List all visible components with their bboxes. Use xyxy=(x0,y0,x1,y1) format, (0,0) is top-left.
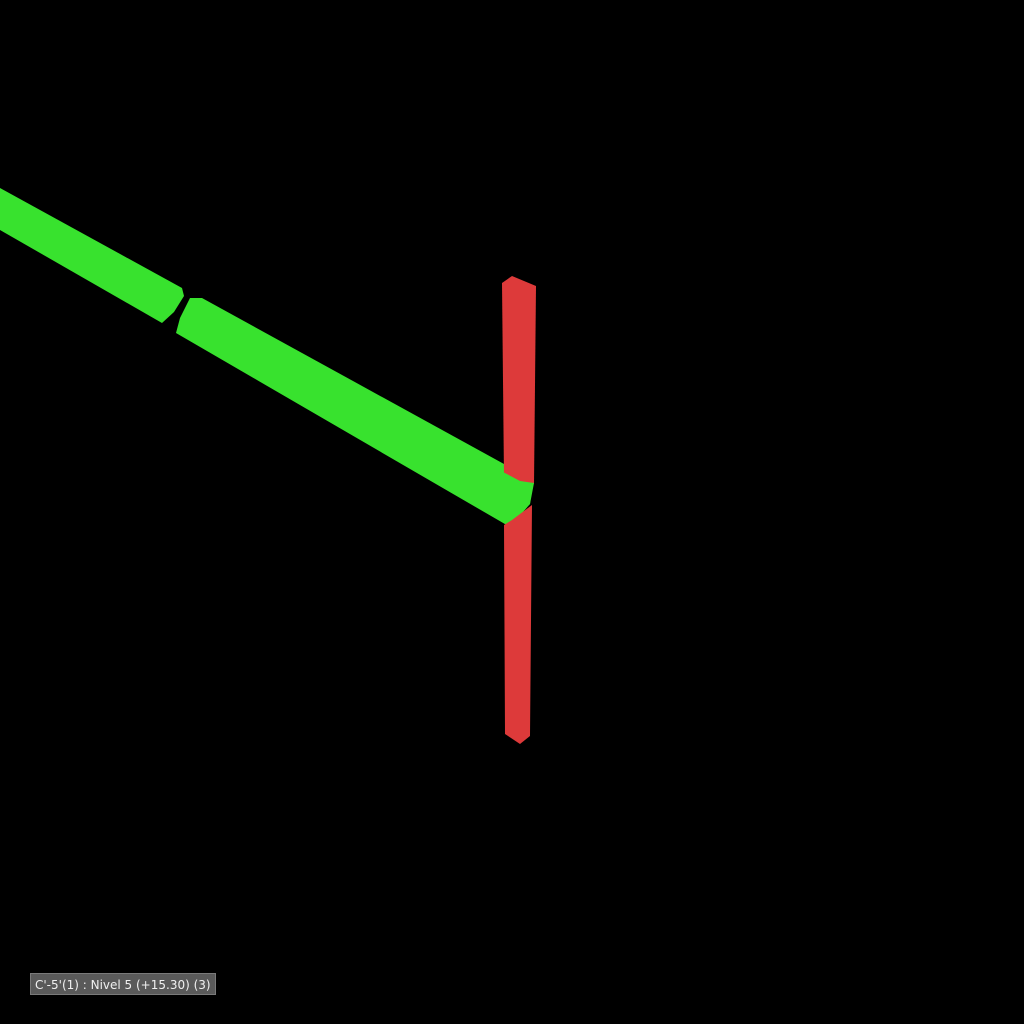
beam-segment-left[interactable] xyxy=(0,188,184,323)
column-lower[interactable] xyxy=(504,505,532,744)
column-upper[interactable] xyxy=(502,276,536,484)
beam-end-cap xyxy=(503,472,534,514)
beam-segment-right[interactable] xyxy=(176,298,532,527)
selected-element-label: C'-5'(1) : Nivel 5 (+15.30) (3) xyxy=(30,973,216,995)
